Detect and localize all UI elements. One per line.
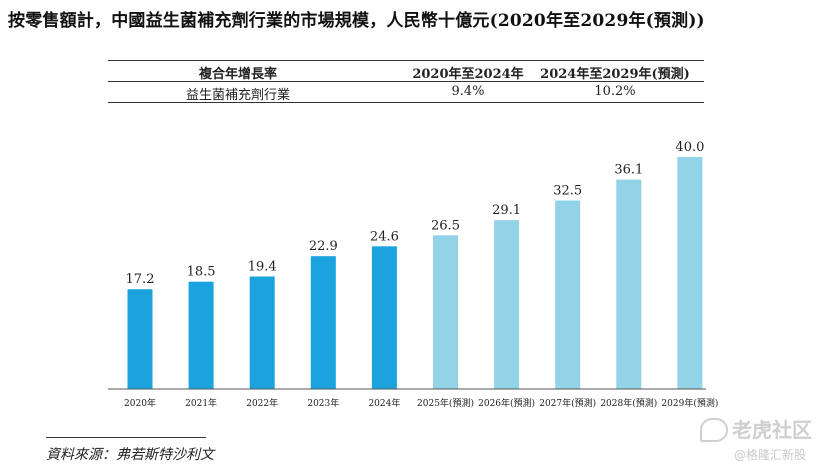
tiger-logo-icon: [700, 418, 728, 442]
value-label-5: 24.6: [370, 229, 399, 244]
watermark: 老虎社区 @格隆汇新股: [700, 412, 830, 472]
value-label-2: 18.5: [187, 265, 216, 280]
value-label-3: 19.4: [248, 259, 277, 274]
bar-4: [311, 256, 336, 389]
bar-7: [494, 220, 519, 389]
bar-1: [128, 289, 153, 389]
x-tick-label-5: 2024年: [368, 397, 400, 409]
x-tick-label-4: 2023年: [307, 397, 339, 409]
watermark-main-text: 老虎社区: [732, 414, 812, 443]
x-tick-label-10: 2029年(預測): [661, 397, 718, 409]
bar-6: [433, 235, 458, 389]
bar-2: [189, 282, 214, 389]
x-tick-label-9: 2028年(預測): [600, 397, 657, 409]
bar-3: [250, 276, 275, 389]
x-tick-label-3: 2022年: [246, 397, 278, 409]
x-tick-label-7: 2026年(預測): [478, 397, 535, 409]
x-tick-label-2: 2021年: [185, 397, 217, 409]
bar-9: [616, 180, 641, 389]
source-divider: [46, 437, 206, 438]
bar-5: [372, 246, 397, 389]
x-tick-label-6: 2025年(預測): [417, 397, 474, 409]
bar-8: [555, 201, 580, 390]
source-note: 資料來源：弗若斯特沙利文: [46, 444, 214, 464]
bar-10: [677, 157, 702, 389]
value-label-6: 26.5: [431, 218, 460, 233]
x-tick-label-8: 2027年(預測): [539, 397, 596, 409]
value-label-7: 29.1: [492, 203, 521, 218]
x-tick-label-1: 2020年: [124, 397, 156, 409]
watermark-sub-text: @格隆汇新股: [734, 446, 806, 463]
value-label-4: 22.9: [309, 239, 338, 254]
value-label-9: 36.1: [614, 163, 643, 178]
value-label-8: 32.5: [553, 184, 582, 199]
value-label-10: 40.0: [675, 140, 704, 155]
value-label-1: 17.2: [126, 272, 155, 287]
